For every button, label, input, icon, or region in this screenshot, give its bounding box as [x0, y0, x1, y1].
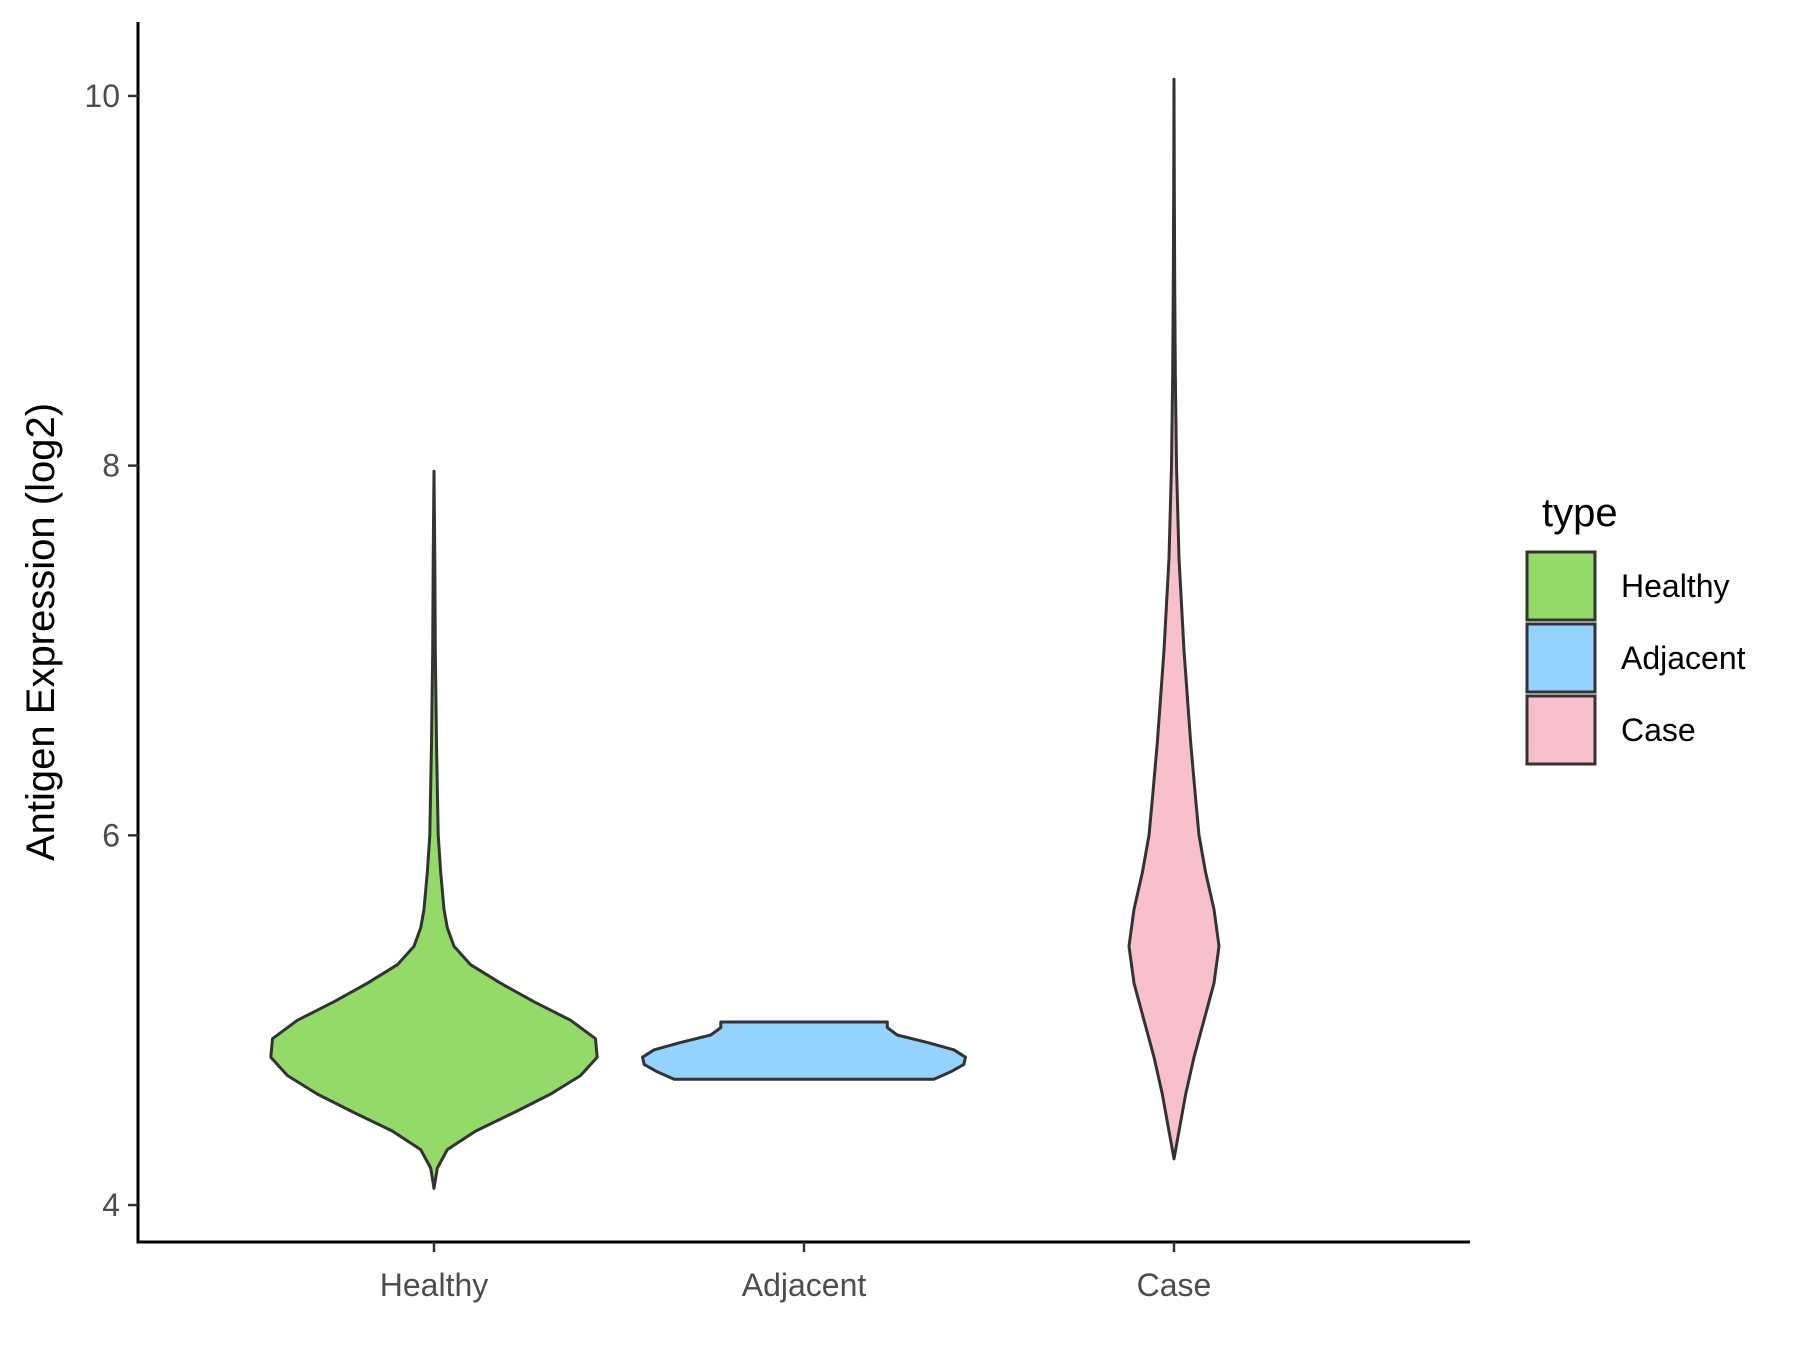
- x-tick-label-adjacent: Adjacent: [742, 1267, 867, 1303]
- violins-layer: [269, 77, 1221, 1190]
- x-ticks: Healthy Adjacent Case: [380, 1242, 1212, 1303]
- legend-label-adjacent: Adjacent: [1621, 640, 1746, 676]
- y-tick-label: 8: [102, 448, 120, 484]
- legend-title: type: [1542, 491, 1618, 535]
- violin-case: [1127, 77, 1221, 1161]
- x-tick-label-case: Case: [1137, 1267, 1212, 1303]
- y-ticks: 4 6 8 10: [84, 78, 138, 1223]
- legend-label-case: Case: [1621, 712, 1696, 748]
- x-tick-label-healthy: Healthy: [380, 1267, 489, 1303]
- violin-adjacent: [641, 1020, 967, 1081]
- legend: type Healthy Adjacent Case: [1525, 491, 1746, 766]
- legend-items: Healthy Adjacent Case: [1525, 550, 1746, 766]
- legend-key-case: [1525, 694, 1597, 766]
- y-tick-label: 4: [102, 1187, 120, 1223]
- y-tick-label: 6: [102, 817, 120, 853]
- y-axis-title: Antigen Expression (log2): [19, 403, 63, 861]
- legend-key-adjacent: [1525, 622, 1597, 694]
- violin-healthy: [269, 469, 599, 1190]
- y-tick-label: 10: [84, 78, 120, 114]
- legend-label-healthy: Healthy: [1621, 568, 1730, 604]
- legend-key-healthy: [1525, 550, 1597, 622]
